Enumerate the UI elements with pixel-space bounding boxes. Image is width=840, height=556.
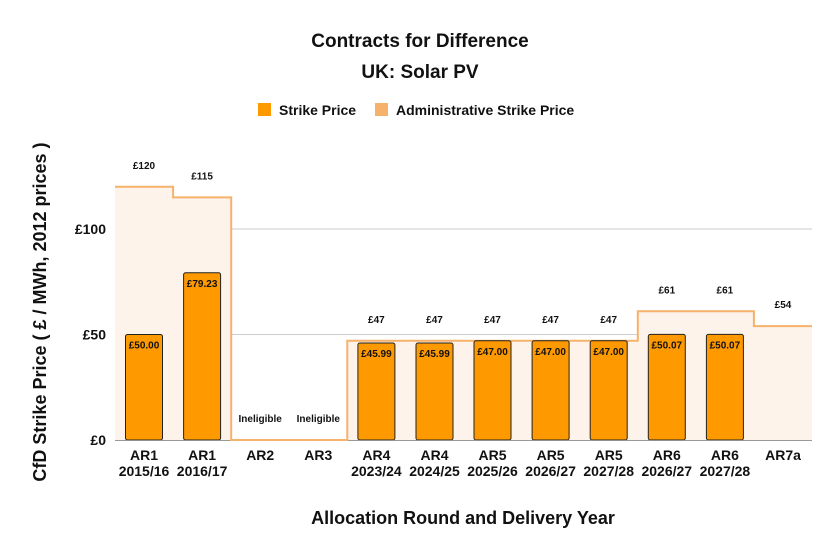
x-tick-label: 2026/27 [525,463,576,479]
strike-price-label: £50.00 [129,341,160,352]
strike-price-label: £47.00 [477,347,508,358]
x-tick-label: 2024/25 [409,463,460,479]
strike-price-data-labels: £50.00 £79.23 £45.99 £45.99 £47.00 £47.00 £47.… [129,279,741,360]
admin-strike-price-label: £61 [717,285,734,296]
annotations: Ineligible Ineligible [239,414,341,425]
ineligible-label: Ineligible [239,414,283,425]
strike-price-label: £47.00 [535,347,566,358]
x-tick-label: 2016/17 [177,463,228,479]
admin-strike-price-label: £47 [600,315,617,326]
strike-price-bar [531,340,570,441]
admin-strike-price-area [115,185,812,441]
strike-price-label: £50.07 [710,340,741,351]
x-tick-label: AR5 [537,447,565,463]
x-tick-label: AR6 [653,447,681,463]
y-tick-label: £50 [83,327,107,343]
chart-title: Contracts for Difference [311,31,529,52]
x-tick-label: AR7a [765,447,801,463]
x-axis-title: Allocation Round and Delivery Year [311,508,615,528]
chart-subtitle: UK: Solar PV [361,62,479,83]
admin-strike-price-data-labels: £120 £115 £47 £47 £47 £47 £47 £61 £61 £54 [133,161,792,326]
legend-swatch-strike-price [258,103,271,116]
x-tick-label: 2027/28 [583,463,634,479]
x-tick-label: AR5 [595,447,623,463]
y-tick-label: £100 [75,221,106,237]
strike-price-bar [705,333,744,441]
x-tick-label: AR1 [188,447,216,463]
x-tick-label: 2023/24 [351,463,402,479]
legend: Strike Price Administrative Strike Price [258,102,574,118]
strike-price-label: £79.23 [187,279,218,290]
admin-strike-price-label: £115 [191,171,213,182]
x-tick-label: 2015/16 [119,463,170,479]
legend-swatch-admin-strike-price [375,103,388,116]
x-tick-label: 2026/27 [641,463,692,479]
x-tick-label: AR4 [362,447,390,463]
strike-price-label: £45.99 [419,349,450,360]
strike-price-label: £47.00 [593,347,624,358]
ineligible-label: Ineligible [297,414,341,425]
admin-strike-price-label: £120 [133,161,156,172]
x-tick-label: AR3 [304,447,332,463]
strike-price-bars [125,272,744,441]
admin-strike-price-label: £61 [658,285,675,296]
admin-strike-price-label: £54 [775,300,792,311]
admin-strike-price-label: £47 [368,315,385,326]
x-tick-label: AR4 [420,447,448,463]
y-tick-label: £0 [90,432,106,448]
admin-strike-price-label: £47 [426,315,443,326]
strike-price-bar [647,333,686,441]
admin-strike-price-line [115,185,812,441]
strike-price-bar [125,334,163,441]
admin-strike-price-label: £47 [542,315,559,326]
legend-label-strike-price: Strike Price [279,102,356,118]
admin-strike-price-label: £47 [484,315,501,326]
x-tick-label: 2025/26 [467,463,518,479]
admin-strike-price-fill [115,186,812,440]
strike-price-bar [183,272,222,441]
strike-price-bar [589,340,628,441]
legend-label-admin-strike-price: Administrative Strike Price [396,102,574,118]
x-tick-label: AR1 [130,447,158,463]
strike-price-bar [357,342,396,441]
strike-price-bar [415,342,454,441]
x-tick-label: AR6 [711,447,739,463]
y-axis-title: CfD Strike Price ( £ / MWh, 2012 prices … [30,142,50,481]
x-tick-label: 2027/28 [700,463,751,479]
strike-price-label: £45.99 [361,349,392,360]
x-tick-label: AR5 [478,447,506,463]
strike-price-label: £50.07 [652,340,683,351]
strike-price-bar [473,340,512,441]
y-axis-ticks: £0 £50 £100 [75,221,106,448]
x-tick-label: AR2 [246,447,274,463]
